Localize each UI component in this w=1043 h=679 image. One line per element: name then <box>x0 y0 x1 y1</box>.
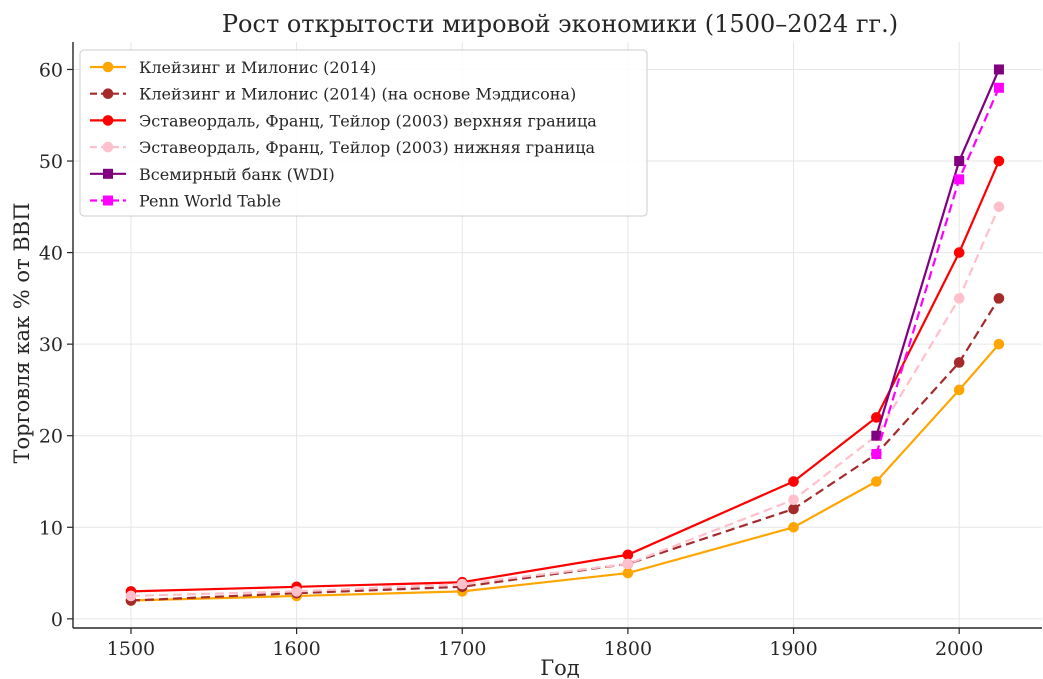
data-point <box>953 293 965 304</box>
data-point <box>622 567 634 579</box>
data-point <box>622 558 634 570</box>
data-point <box>788 494 799 506</box>
data-point <box>456 578 468 590</box>
series-line <box>130 206 1000 598</box>
data-point <box>788 503 799 515</box>
x-tick-label: 1800 <box>604 638 652 660</box>
data-point <box>871 476 882 487</box>
legend-marker <box>102 141 114 153</box>
data-point <box>953 384 965 396</box>
data-point <box>993 155 1005 167</box>
data-point <box>953 247 965 258</box>
data-point <box>622 549 634 561</box>
y-tick-label: 60 <box>39 59 63 81</box>
legend-item: Всемирный банк (WDI) <box>90 165 335 184</box>
data-point <box>291 586 302 597</box>
axes: 1500 1600 1700 1800 1900 2000 0 10 20 30 40 50 60 <box>39 42 1042 660</box>
x-axis-label: Год <box>540 656 580 679</box>
series-line <box>130 343 1000 602</box>
legend-marker <box>103 195 113 206</box>
legend-label: Penn World Table <box>139 192 281 211</box>
legend-marker <box>102 88 114 99</box>
x-tick-label: 1700 <box>438 638 486 660</box>
legend-marker <box>103 168 113 179</box>
legend-label: Эставеордаль, Франц, Тейлор (2003) нижня… <box>139 138 596 157</box>
legend-item: Penn World Table <box>90 192 281 211</box>
data-point <box>993 201 1005 213</box>
y-tick-label: 10 <box>39 517 63 539</box>
x-tick-label: 1900 <box>769 638 817 660</box>
data-point <box>993 64 1004 75</box>
legend-label: Всемирный банк (WDI) <box>139 165 335 184</box>
series-3 <box>125 155 1005 597</box>
data-point <box>954 156 965 167</box>
data-point <box>993 338 1005 350</box>
series-layer <box>125 64 1005 606</box>
x-tick-label: 1500 <box>107 638 155 660</box>
data-point <box>954 174 965 185</box>
series-4 <box>125 201 1005 602</box>
data-point <box>788 476 799 487</box>
y-tick-label: 30 <box>39 334 63 356</box>
data-point <box>871 412 882 423</box>
data-point <box>953 357 965 368</box>
y-tick-label: 50 <box>39 151 63 173</box>
chart-title: Рост открытости мировой экономики (1500–… <box>222 10 898 38</box>
data-point <box>993 293 1005 304</box>
series-5 <box>871 64 1004 441</box>
legend-item: Клейзинг и Милонис (2014) <box>90 58 376 77</box>
legend-label: Эставеордаль, Франц, Тейлор (2003) верхн… <box>139 111 597 130</box>
y-tick-label: 0 <box>51 609 63 631</box>
x-tick-label: 2000 <box>935 638 983 660</box>
legend-item: Эставеордаль, Франц, Тейлор (2003) верхн… <box>90 111 597 130</box>
legend-item: Клейзинг и Милонис (2014) (на основе Мэд… <box>90 85 576 104</box>
y-axis-label: Торговля как % от ВВП <box>10 202 34 463</box>
data-point <box>788 521 799 533</box>
y-tick-label: 20 <box>39 426 63 448</box>
legend: Клейзинг и Милонис (2014) Клейзинг и Мило… <box>79 49 648 217</box>
series-line <box>875 87 1000 455</box>
data-point <box>871 449 882 460</box>
y-tick-label: 40 <box>39 243 63 265</box>
data-point <box>125 590 137 602</box>
data-point <box>993 82 1004 93</box>
legend-marker <box>102 115 114 126</box>
legend-label: Клейзинг и Милонис (2014) <box>139 58 376 77</box>
series-line <box>130 297 1000 602</box>
series-line <box>130 160 1000 593</box>
legend-box <box>79 49 648 217</box>
legend-item: Эставеордаль, Франц, Тейлор (2003) нижня… <box>90 138 596 157</box>
legend-marker <box>102 61 114 73</box>
series-6 <box>871 82 1004 460</box>
x-tick-label: 1600 <box>272 638 320 660</box>
data-point <box>871 430 882 441</box>
legend-label: Клейзинг и Милонис (2014) (на основе Мэд… <box>139 85 576 104</box>
